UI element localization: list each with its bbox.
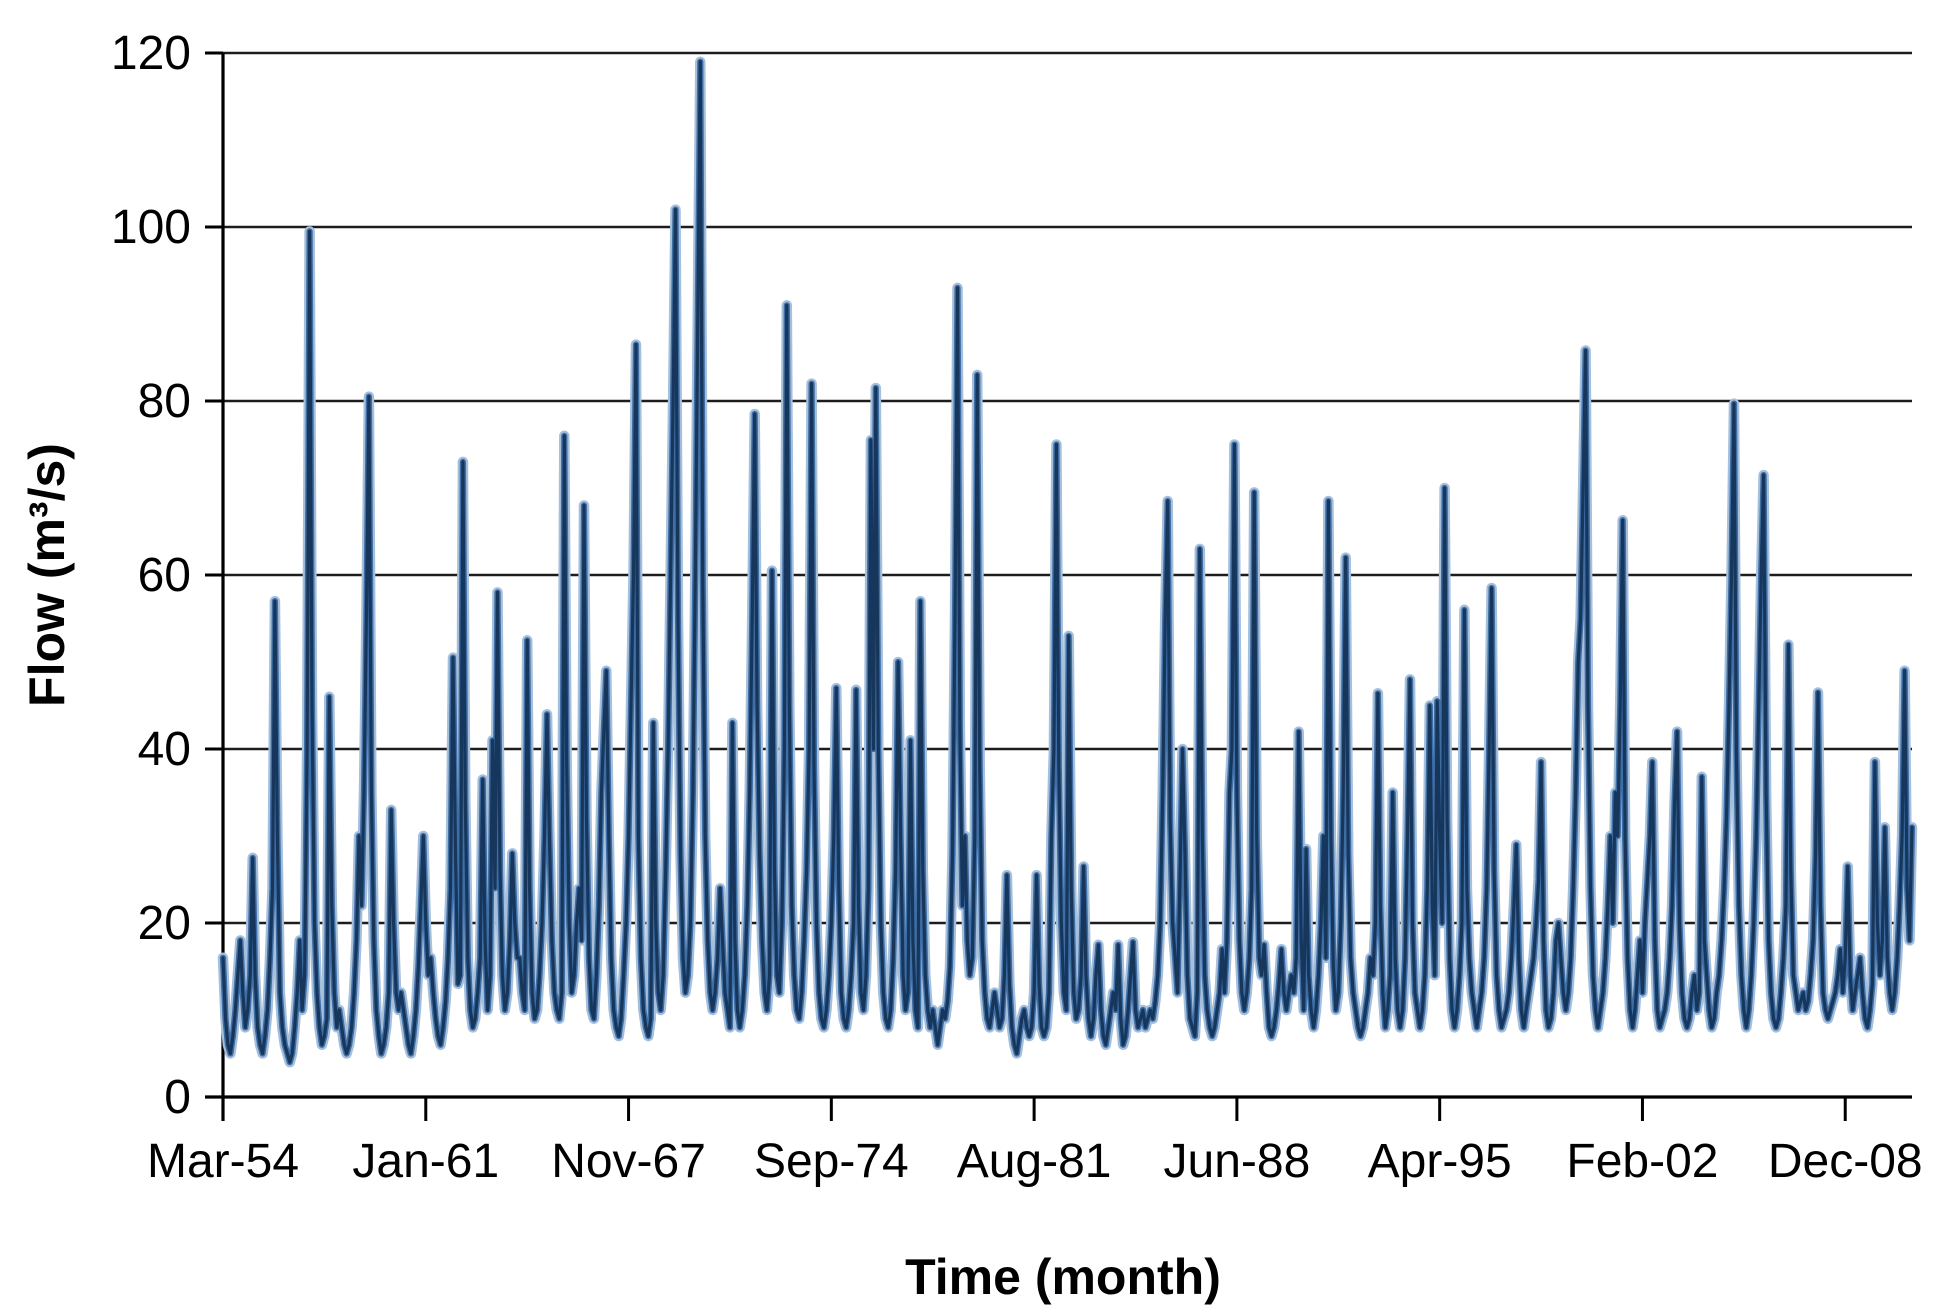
x-tick-label: Feb-02 (1566, 1135, 1718, 1188)
y-tick-label: 80 (138, 375, 191, 428)
y-axis-title: Flow (m³/s) (19, 443, 75, 707)
x-tick-label: Sep-74 (754, 1135, 909, 1188)
flow-series-line (221, 60, 1914, 1064)
y-tick-label: 100 (111, 201, 191, 254)
y-tick-label: 40 (138, 723, 191, 776)
x-tick-label: Aug-81 (957, 1135, 1112, 1188)
y-tick-label: 120 (111, 27, 191, 80)
y-tick-label: 60 (138, 549, 191, 602)
x-tick-label: Jan-61 (352, 1135, 499, 1188)
y-tick-label: 0 (164, 1071, 191, 1124)
y-tick-label: 20 (138, 897, 191, 950)
x-tick-label: Dec-08 (1768, 1135, 1923, 1188)
x-tick-label: Nov-67 (551, 1135, 706, 1188)
x-tick-label: Apr-95 (1368, 1135, 1512, 1188)
x-tick-label: Mar-54 (147, 1135, 299, 1188)
x-tick-label: Jun-88 (1164, 1135, 1311, 1188)
x-axis-title: Time (month) (905, 1249, 1221, 1305)
